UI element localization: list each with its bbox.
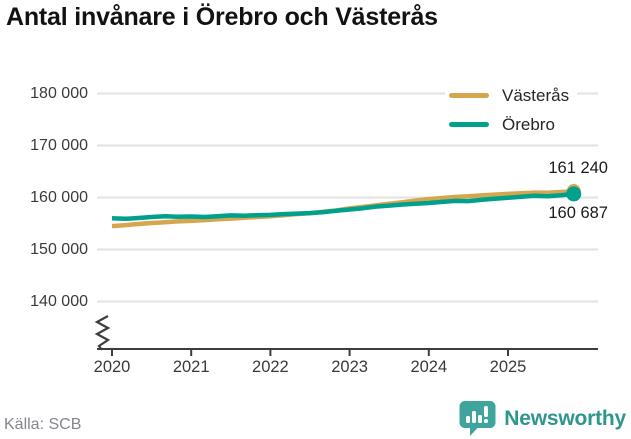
newsworthy-wordmark: Newsworthy — [504, 407, 626, 430]
legend-item-orebro[interactable]: Örebro — [449, 110, 569, 139]
y-tick-label: 140 000 — [30, 292, 88, 310]
legend-swatch-orebro — [449, 122, 489, 127]
series-line-orebro — [111, 191, 574, 222]
x-tick-label: 2023 — [331, 358, 368, 376]
y-tick-label: 150 000 — [30, 240, 88, 258]
legend-item-vasteras[interactable]: Västerås — [449, 81, 569, 110]
newsworthy-bubble-icon — [459, 401, 496, 436]
newsworthy-logo[interactable]: Newsworthy — [459, 401, 626, 437]
y-tick-label: 170 000 — [30, 136, 88, 154]
chart-title: Antal invånare i Örebro och Västerås — [6, 3, 438, 31]
axis-break-icon — [94, 315, 111, 351]
x-tick-label: 2022 — [252, 358, 289, 376]
x-tick-label: 2024 — [410, 358, 448, 376]
x-tick-label: 2025 — [489, 358, 527, 376]
y-tick-label: 180 000 — [30, 84, 88, 102]
x-tick-label: 2020 — [93, 358, 131, 376]
end-value-label-vasteras: 161 240 — [548, 159, 608, 177]
legend-swatch-vasteras — [449, 93, 489, 98]
legend: Västerås Örebro — [445, 79, 578, 141]
end-value-label-orebro: 160 687 — [548, 204, 608, 222]
legend-label-orebro: Örebro — [502, 114, 555, 134]
y-tick-label: 160 000 — [30, 188, 88, 206]
endpoint-dot-orebro — [566, 186, 582, 202]
legend-label-vasteras: Västerås — [502, 85, 570, 105]
x-tick-label: 2021 — [172, 358, 210, 376]
source-caption: Källa: SCB — [4, 416, 82, 433]
